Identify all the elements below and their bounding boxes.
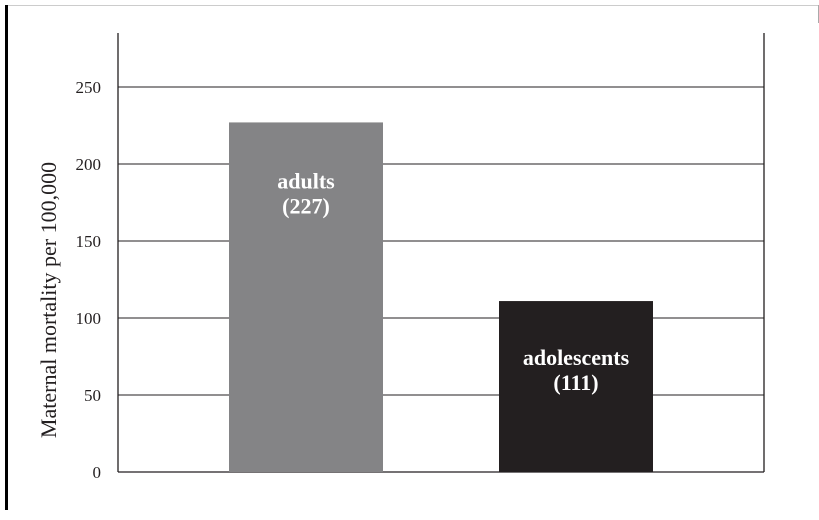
y-tick-label-250: 250 <box>76 78 102 97</box>
y-tick-label-200: 200 <box>76 155 102 174</box>
y-tick-label-50: 50 <box>84 386 101 405</box>
top-edge-rule <box>8 5 819 6</box>
axes <box>117 33 765 473</box>
bar-value-label-adolescents: (111) <box>553 370 598 395</box>
bar-labels: adults(227) adolescents(111) <box>277 168 629 395</box>
y-tick-label-0: 0 <box>93 463 102 482</box>
bar-label-adults: adults <box>277 168 335 193</box>
y-tick-label-150: 150 <box>76 232 102 251</box>
y-tick-label-100: 100 <box>76 309 102 328</box>
bar-adults <box>229 122 383 473</box>
gridlines <box>118 86 764 396</box>
y-axis-ticks: 0 50 100 150 200 250 <box>76 78 102 482</box>
y-axis-label: Maternal mortality per 100,000 <box>36 162 61 438</box>
bar-label-adolescents: adolescents <box>523 345 630 370</box>
left-edge-rule <box>5 5 8 510</box>
bar-value-label-adults: (227) <box>282 193 330 218</box>
bars <box>229 122 653 473</box>
bar-adolescents <box>499 301 653 472</box>
